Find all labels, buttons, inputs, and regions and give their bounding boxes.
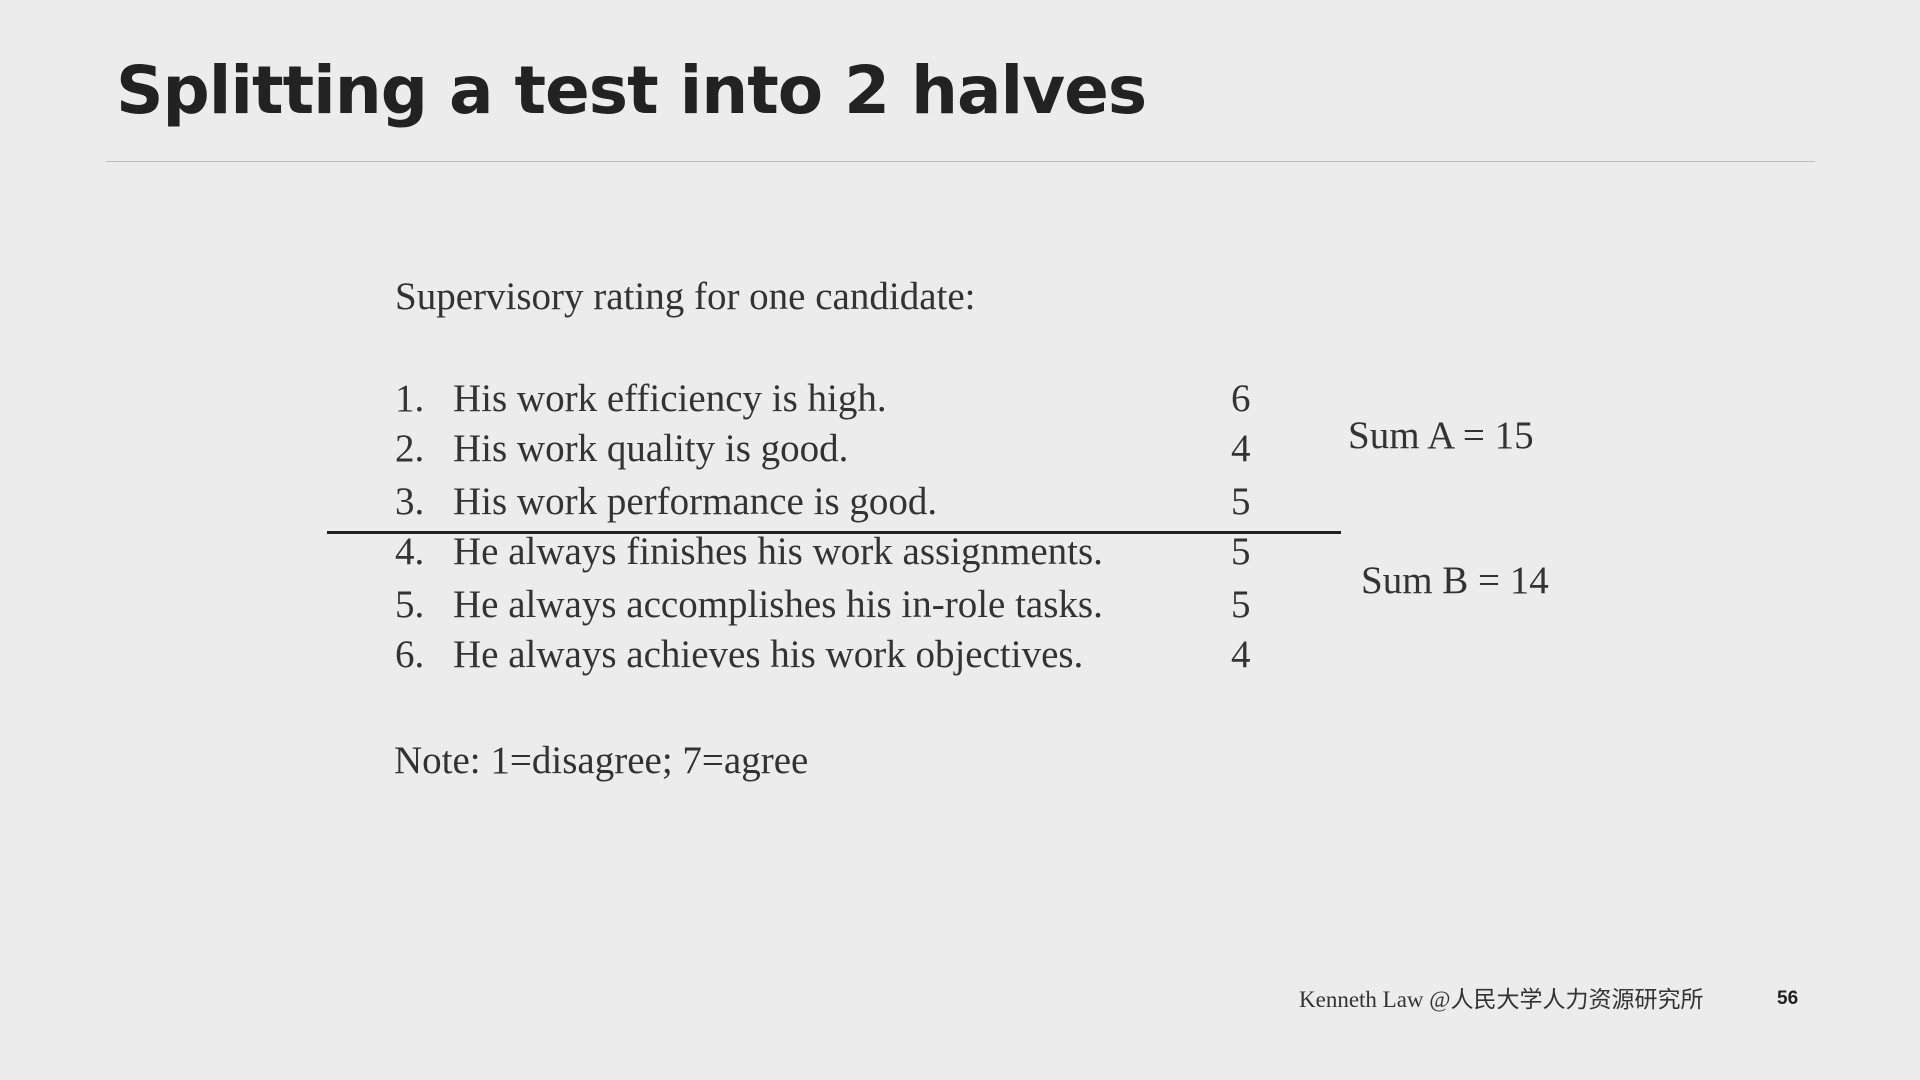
item-score: 5 [1231,583,1251,626]
slide-title: Splitting a test into 2 halves [116,52,1147,129]
footer-credit: Kenneth Law @人民大学人力资源研究所 [1299,987,1704,1012]
item-statement: His work performance is good. [453,480,938,523]
item-statement: He always achieves his work objectives. [453,633,1084,676]
split-divider-line [327,531,1341,534]
rating-item-5: 5. He always accomplishes his in-role ta… [395,582,1265,632]
item-statement: His work efficiency is high. [453,377,887,420]
item-statement: He always finishes his work assignments. [453,530,1103,573]
page-number: 56 [1777,988,1799,1009]
item-statement: His work quality is good. [453,427,849,470]
rating-item-1: 1. His work efficiency is high. 6 [395,376,1265,426]
item-statement: He always accomplishes his in-role tasks… [453,583,1103,626]
item-number: 4. [395,530,425,573]
rating-item-2: 2. His work quality is good. 4 [395,426,1265,476]
rating-item-3: 3. His work performance is good. 5 [395,479,1265,529]
item-score: 6 [1231,377,1251,420]
sum-b-label: Sum B = 14 [1361,559,1549,602]
item-number: 5. [395,583,425,626]
figure-heading: Supervisory rating for one candidate: [395,275,976,318]
item-number: 6. [395,633,425,676]
title-divider [106,161,1815,162]
item-number: 1. [395,377,425,420]
rating-item-4: 4. He always finishes his work assignmen… [395,529,1265,579]
item-score: 5 [1231,480,1251,523]
rating-item-6: 6. He always achieves his work objective… [395,632,1265,682]
item-number: 3. [395,480,425,523]
item-number: 2. [395,427,425,470]
scale-note: Note: 1=disagree; 7=agree [394,739,809,782]
item-score: 4 [1231,427,1251,470]
item-score: 4 [1231,633,1251,676]
item-score: 5 [1231,530,1251,573]
sum-a-label: Sum A = 15 [1348,414,1534,457]
